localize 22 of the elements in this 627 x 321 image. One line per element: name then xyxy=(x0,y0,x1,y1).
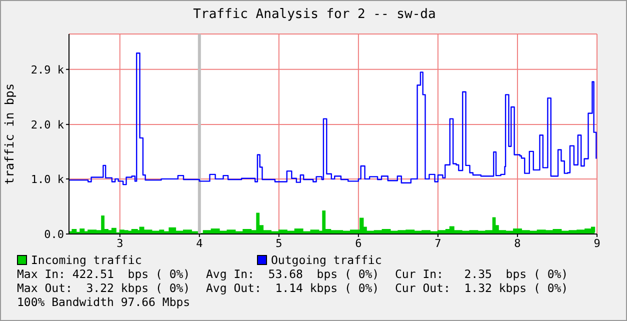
text: 100% Bandwidth 97.66 Mbps xyxy=(17,295,190,309)
text: Cur Out: 1.32 kbps ( 0%) xyxy=(395,281,568,295)
text: Avg Out: 1.14 kbps ( 0%) xyxy=(206,281,380,295)
x-tick-label: 4 xyxy=(196,236,204,250)
y-axis-title: traffic in bps xyxy=(2,83,16,185)
y-tick-label: 2.0 k xyxy=(30,118,64,132)
y-tick-label: 1.0 k xyxy=(30,172,64,186)
text: Avg In: 53.68 bps ( 0%) xyxy=(206,267,380,281)
legend-label: Incoming traffic xyxy=(31,253,142,267)
text: Max In: 422.51 bps ( 0%) xyxy=(17,267,190,281)
chart-title: Traffic Analysis for 2 -- sw-da xyxy=(192,7,437,22)
text: Cur In: 2.35 bps ( 0%) xyxy=(395,267,568,281)
legend-label: Outgoing traffic xyxy=(271,253,382,267)
y-tick-label: 2.9 k xyxy=(30,63,64,76)
x-tick-label: 9 xyxy=(594,236,600,250)
x-tick-label: 7 xyxy=(434,236,442,250)
x-tick-label: 8 xyxy=(514,236,521,250)
x-tick-label: 3 xyxy=(116,236,124,250)
x-tick-label: 5 xyxy=(276,236,282,250)
y-tick-label: 0.0 xyxy=(44,228,64,241)
x-tick-label: 6 xyxy=(355,236,362,250)
text: Max Out: 3.22 kbps ( 0%) xyxy=(17,281,190,295)
